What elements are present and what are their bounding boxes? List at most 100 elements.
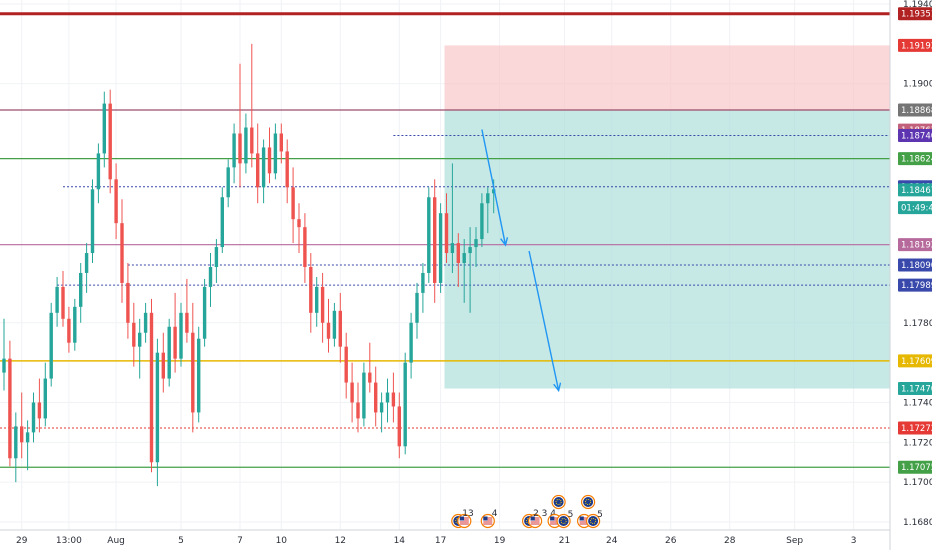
candle-body	[197, 338, 201, 413]
price-tag-label: 01:49:40	[901, 204, 932, 214]
candle	[132, 302, 136, 367]
candle	[409, 312, 413, 379]
candle	[244, 113, 248, 174]
flag-canton	[530, 516, 535, 521]
eu-flag-icon	[556, 513, 571, 529]
candle-body	[474, 239, 478, 248]
candle	[267, 127, 272, 184]
event-marker: 13	[451, 509, 474, 529]
candle-body	[167, 326, 171, 379]
price-tag-label: 1.18467	[901, 186, 932, 196]
price-tag-label: 1.19192	[901, 41, 932, 51]
candle-body	[20, 426, 24, 443]
candle	[208, 253, 213, 307]
candle	[397, 392, 401, 459]
candle	[309, 253, 313, 333]
candle-body	[55, 286, 59, 313]
time-tick-label: 28	[724, 536, 736, 546]
candle	[67, 306, 71, 353]
candle	[25, 420, 30, 471]
candle	[173, 292, 177, 373]
time-tick-label: Sep	[786, 536, 803, 546]
eu-flag-icon	[585, 513, 601, 529]
arrow-head	[500, 237, 509, 247]
candle	[114, 163, 118, 240]
candle	[379, 392, 384, 433]
price-tag-box	[898, 128, 932, 142]
price-tag-label: 1.18090	[901, 261, 932, 271]
candle	[2, 318, 6, 391]
price-tag-box	[898, 238, 932, 252]
candle	[480, 193, 484, 248]
candle	[197, 326, 201, 423]
price-tag: 1.17609	[898, 354, 932, 368]
price-tag: 1.18740	[898, 128, 932, 142]
price-tick-label: 1.16800	[903, 518, 932, 528]
candle	[161, 332, 165, 393]
candle	[421, 263, 425, 313]
price-tick-label: 1.17000	[903, 478, 932, 488]
candle-body	[433, 197, 437, 283]
flag-field	[583, 497, 594, 507]
candle-body	[379, 402, 384, 413]
time-tick-label: 29	[16, 536, 28, 546]
candle-body	[238, 133, 242, 164]
candle	[462, 239, 466, 303]
price-tag-label: 1.18624	[901, 155, 932, 165]
candle-body	[61, 286, 65, 319]
candle-body	[179, 312, 183, 359]
price-axis[interactable]: 1.19400 1.19000 1.17800 1.17400 1.17200 1.170…	[903, 0, 932, 528]
price-tag: 1.17272	[898, 421, 932, 435]
candle	[179, 302, 183, 367]
candle-body	[273, 133, 278, 174]
candle	[220, 187, 224, 254]
candle-body	[202, 286, 207, 339]
candle	[256, 123, 260, 204]
candle-body	[326, 322, 331, 339]
candle	[320, 272, 325, 343]
time-axis[interactable]: 29 13:00 Aug 5 7 10 12 14 17 19 21 24 26 28 Sep 3	[16, 536, 856, 546]
time-tick-label: 26	[665, 536, 677, 546]
candle-body	[421, 272, 425, 293]
flag-canton	[459, 516, 464, 521]
eu-flag-icon	[580, 494, 596, 510]
price-tag-box	[898, 183, 932, 197]
candle-body	[462, 253, 466, 264]
price-tag-box	[898, 460, 932, 474]
candle-body	[43, 378, 47, 419]
take-profit-zone	[444, 109, 890, 389]
time-tick-label: 7	[237, 536, 243, 546]
candle-body	[356, 402, 360, 419]
candle-body	[79, 272, 83, 307]
candle-body	[138, 332, 142, 347]
candle	[385, 378, 390, 423]
price-tag-box	[898, 7, 932, 21]
price-tick-label: 1.19000	[903, 80, 932, 90]
candle-body	[214, 247, 219, 267]
candle-body	[114, 179, 118, 224]
candle-body	[427, 197, 431, 273]
price-tag-label: 1.17989	[901, 281, 932, 291]
candle-body	[108, 103, 112, 180]
candle	[285, 139, 289, 204]
economic-events: 13 4 2 3 4 5 5	[451, 494, 603, 529]
candle	[20, 392, 24, 459]
price-tag-box	[898, 278, 932, 292]
price-tag: 1.18868	[898, 103, 932, 117]
event-count: 2 3 4	[533, 509, 556, 519]
price-tag: 01:49:40	[898, 201, 932, 215]
candle-body	[350, 382, 354, 403]
candle-body	[8, 358, 12, 459]
event-marker: 5	[576, 494, 603, 529]
flag-stars	[585, 498, 592, 506]
trend-arrows	[481, 129, 562, 393]
candle-body	[220, 197, 224, 248]
price-tick-label: 1.17400	[903, 398, 932, 408]
time-tick-label: 17	[435, 536, 446, 546]
candle	[73, 298, 77, 351]
candle-body	[185, 312, 189, 333]
price-tag-box	[898, 382, 932, 396]
candle	[226, 159, 230, 208]
price-tick-label: 1.17800	[903, 319, 932, 329]
